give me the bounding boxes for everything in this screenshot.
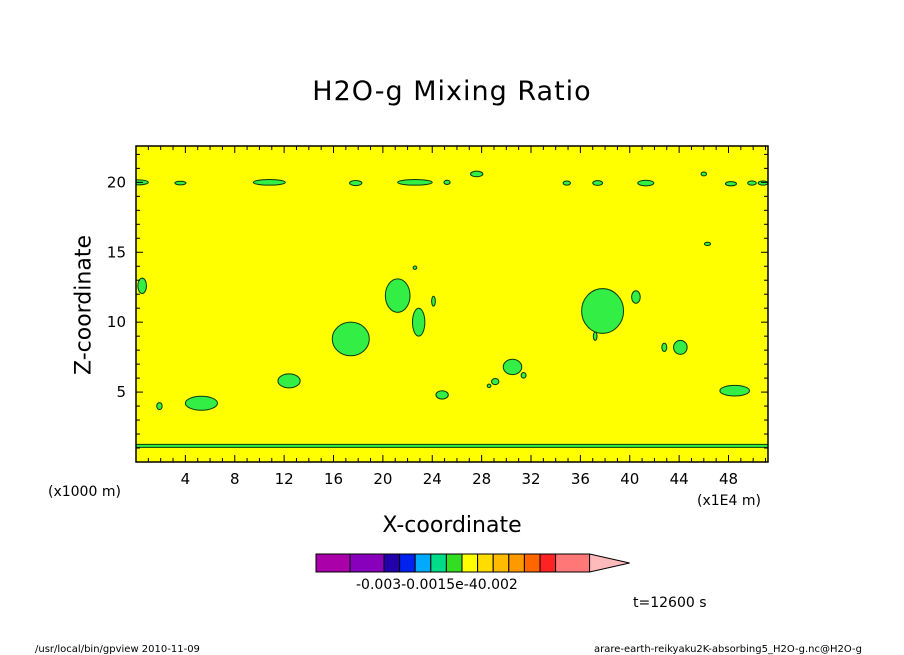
contour-patch	[724, 181, 738, 187]
contour-patch	[156, 402, 163, 411]
y-tick-label: 15	[107, 243, 126, 261]
contour-patch	[592, 180, 604, 186]
contour-patch	[637, 179, 655, 187]
colorbar-swatch	[399, 553, 416, 573]
contour-patch	[184, 395, 218, 411]
x-tick-label: 8	[230, 470, 240, 488]
x-tick-label: 32	[521, 470, 540, 488]
contour-patch	[412, 307, 426, 337]
colorbar-swatch	[414, 553, 432, 573]
x-unit-label: (x1000 m)	[48, 484, 121, 500]
field-background	[136, 146, 768, 462]
x-tick-label: 4	[181, 470, 191, 488]
contour-patch	[562, 180, 571, 186]
surface-band	[136, 444, 768, 448]
contour-patch	[443, 179, 451, 185]
colorbar-swatch	[508, 553, 525, 573]
footer-left: /usr/local/bin/gpview 2010-11-09	[35, 644, 200, 655]
x-tick-label: 28	[472, 470, 491, 488]
contour-patch	[412, 265, 418, 270]
colorbar-swatch	[539, 553, 557, 573]
x-tick-label: 48	[719, 470, 738, 488]
x-axis-label: X-coordinate	[382, 513, 522, 538]
contour-patch	[331, 321, 370, 357]
contour-patch	[520, 372, 527, 379]
contour-patch	[349, 180, 363, 187]
colorbar-swatch	[477, 553, 494, 573]
colorbar-arrow	[589, 553, 630, 573]
y-tick-label: 20	[107, 173, 126, 191]
contour-patch	[592, 331, 598, 341]
colorbar-swatch	[383, 553, 401, 573]
contour-patch	[631, 290, 641, 304]
x-tick-label: 40	[620, 470, 639, 488]
plot-frame	[135, 145, 769, 463]
contour-patch	[470, 170, 484, 178]
y-tick-label: 5	[116, 383, 126, 401]
contour-patch	[661, 342, 668, 353]
contour-patch	[757, 180, 768, 186]
contour-patch	[435, 390, 449, 400]
contour-patch	[747, 180, 757, 186]
x-tick-label: 12	[275, 470, 294, 488]
contour-patch	[719, 384, 750, 397]
contour-patch	[384, 278, 411, 313]
contour-patch	[431, 295, 436, 307]
x-tick-label: 44	[670, 470, 689, 488]
y-tick-label: 10	[107, 313, 126, 331]
chart-title: H2O-g Mixing Ratio	[312, 76, 592, 107]
contour-patch	[397, 179, 433, 186]
colorbar-swatch	[349, 553, 385, 573]
colorbar-labels: -0.003-0.0015e-40.002	[356, 577, 518, 593]
contour-patch	[174, 180, 187, 186]
contour-patch	[703, 241, 712, 247]
contour-patch	[486, 383, 492, 388]
colorbar-swatch	[461, 553, 479, 573]
x-tick-label: 16	[324, 470, 343, 488]
contour-patch	[252, 179, 286, 186]
x-tick-label: 20	[373, 470, 392, 488]
x-scale-label: (x1E4 m)	[697, 493, 761, 509]
contour-patches	[136, 170, 768, 448]
x-tick-label: 36	[571, 470, 590, 488]
colorbar-swatch	[430, 553, 447, 573]
colorbar-swatch	[555, 553, 591, 573]
contour-patch	[491, 378, 500, 386]
contour-patch	[277, 373, 301, 389]
colorbar-swatch	[492, 553, 510, 573]
contour-patch	[673, 339, 688, 355]
colorbar-swatch	[523, 553, 541, 573]
time-label: t=12600 s	[633, 595, 707, 611]
footer-right: arare-earth-reikyaku2K-absorbing5_H2O-g.…	[594, 644, 862, 655]
colorbar-swatch	[445, 553, 463, 573]
contour-patch	[137, 277, 147, 295]
contour-patch	[581, 288, 625, 334]
contour-patch	[700, 171, 708, 177]
contour-patch	[502, 358, 523, 376]
x-tick-label: 24	[423, 470, 442, 488]
colorbar-swatch	[315, 553, 351, 573]
